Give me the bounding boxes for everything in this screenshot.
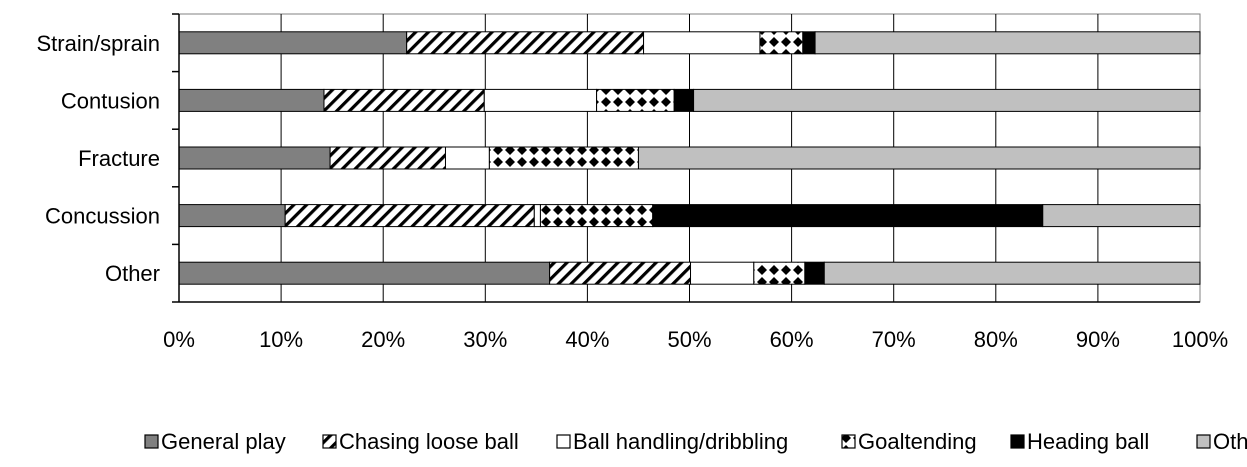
bar-fracture-goaltending [488,146,639,170]
y-category-label: Contusion [61,88,160,113]
x-tick-label: 100% [1172,327,1228,352]
bar-concussion-chasing-loose-ball [284,204,535,228]
bar-contusion-goaltending [596,88,675,112]
legend-swatch-other [1196,434,1211,449]
bar-strain-sprain-chasing-loose-ball [406,31,645,55]
x-tick-label: 20% [361,327,405,352]
x-tick-label: 0% [163,327,195,352]
legend-swatch-heading-ball [1010,434,1025,449]
legend-label-general-play: General play [161,429,286,454]
y-category-label: Strain/sprain [36,31,160,56]
bar-other-ball-handling-dribbling [690,261,755,285]
legend-label-heading-ball: Heading ball [1027,429,1149,454]
legend-swatch-general-play [144,434,159,449]
legend-swatch-chasing-loose-ball [322,434,337,449]
x-tick-label: 90% [1076,327,1120,352]
legend: General play Chasing loose ball Ball handl… [144,429,1247,454]
legend-swatch-goaltending [841,434,856,449]
legend-label-chasing-loose-ball: Chasing loose ball [339,429,519,454]
bar-other-goaltending [753,261,806,285]
y-category-label: Concussion [45,204,160,229]
x-tick-label: 40% [565,327,609,352]
bar-strain-sprain-general-play [178,31,408,55]
bar-concussion-goaltending [539,204,654,228]
bar-contusion-general-play [178,88,325,112]
bar-concussion-ball-handling-dribbling [533,204,541,228]
bar-fracture-general-play [178,146,331,170]
bar-concussion-other [1042,204,1201,228]
bar-other-other [823,261,1201,285]
bars-layer [178,31,1201,285]
bar-contusion-ball-handling-dribbling [483,88,598,112]
bar-fracture-other [637,146,1201,170]
bar-contusion-heading-ball [673,88,695,112]
bar-concussion-general-play [178,204,286,228]
legend-label-other: Other [1213,429,1247,454]
legend-label-goaltending: Goaltending [858,429,977,454]
x-tick-label: 50% [667,327,711,352]
bar-other-heading-ball [804,261,825,285]
bar-strain-sprain-ball-handling-dribbling [643,31,761,55]
bar-other-chasing-loose-ball [549,261,692,285]
x-tick-label: 10% [259,327,303,352]
bar-contusion-chasing-loose-ball [323,88,485,112]
x-tick-label: 80% [974,327,1018,352]
legend-label-ball-handling-dribbling: Ball handling/dribbling [573,429,788,454]
legend-swatch-ball-handling-dribbling [556,434,571,449]
bar-strain-sprain-heading-ball [802,31,816,55]
bar-other-general-play [178,261,551,285]
bar-contusion-other [693,88,1201,112]
y-category-label: Fracture [78,146,160,171]
bar-concussion-heading-ball [652,204,1044,228]
x-tick-label: 60% [770,327,814,352]
y-category-label: Other [105,261,160,286]
x-tick-label: 30% [463,327,507,352]
axis-layer: 0% 10% 20% 30% 40% 50% 60% 70% 80% 90% 100% Strain/… [36,13,1228,352]
x-tick-label: 70% [872,327,916,352]
bar-strain-sprain-other [814,31,1201,55]
bar-strain-sprain-goaltending [759,31,804,55]
bar-fracture-chasing-loose-ball [329,146,446,170]
bar-fracture-ball-handling-dribbling [444,146,490,170]
